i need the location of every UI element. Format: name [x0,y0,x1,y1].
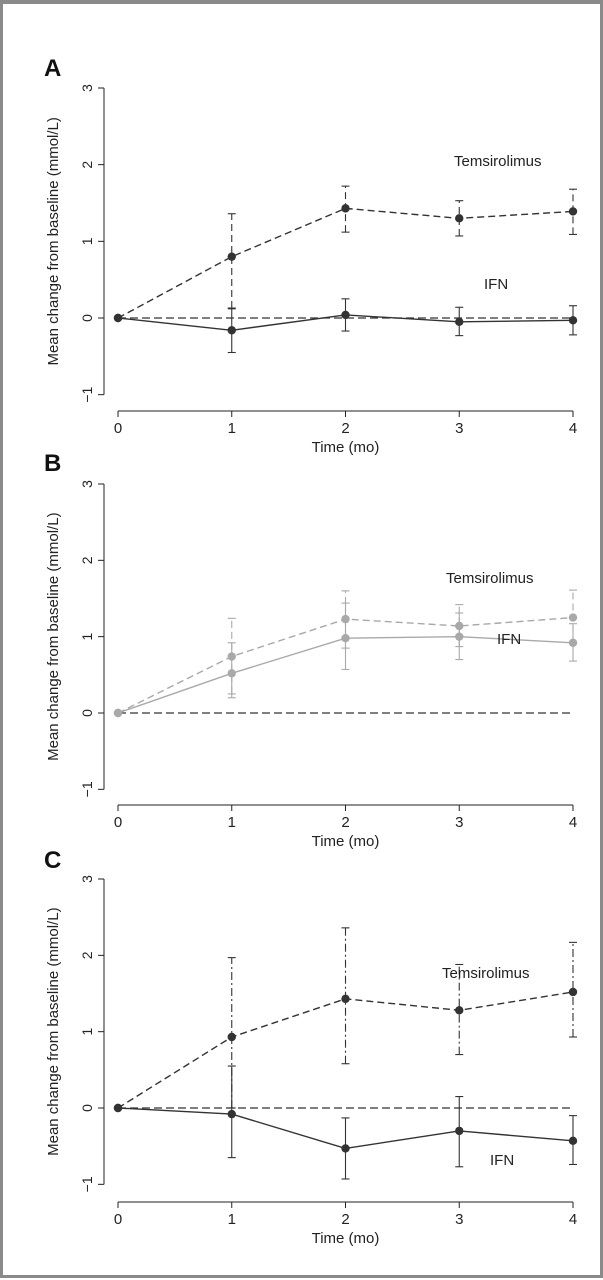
x-axis-label: Time (mo) [312,833,380,850]
x-axis-label: Time (mo) [312,439,380,456]
y-tick-label: 1 [79,1028,95,1036]
x-tick-label: 1 [228,420,236,437]
series-label: Temsirolimus [442,965,530,982]
y-tick-label: 0 [79,709,95,717]
data-point [341,633,350,643]
x-axis-label: Time (mo) [312,1230,380,1247]
y-tick-label: 3 [79,875,95,883]
data-point [113,1103,123,1113]
data-point [568,207,578,216]
series-ifn [113,602,578,718]
data-point [113,313,123,323]
panel-letter: C [44,847,61,874]
panel-letter: B [44,450,61,477]
data-point [341,1144,350,1153]
x-tick-label: 2 [341,420,349,437]
y-tick-label: 1 [79,237,95,245]
data-point [455,214,464,223]
x-tick-label: 2 [341,814,349,831]
chart-panel-b: B −1 0 1 2 3 Mean change from baseline (mmol/L… [44,450,578,850]
data-point [341,204,350,213]
series-ifn [113,1065,578,1180]
y-tick-label: 0 [79,1104,95,1112]
x-tick-label: 3 [455,814,463,831]
y-tick-label: 0 [79,314,95,322]
x-tick-label: 4 [569,814,577,831]
series-label: Temsirolimus [446,570,534,587]
data-point [568,1136,578,1146]
y-tick-label: −1 [79,1176,95,1192]
y-tick-label: −1 [79,386,95,402]
chart-panel-a: A −1 0 1 2 3 Mean change from baseline (mmol/L… [44,55,578,456]
data-point [455,632,464,641]
x-tick-label: 0 [114,1211,122,1228]
y-axis-label: Mean change from baseline (mmol/L) [45,512,62,760]
data-point [113,708,123,718]
data-point [227,326,236,335]
data-point [455,1006,464,1015]
series-label: IFN [497,631,521,648]
x-tick-label: 4 [569,1211,577,1228]
data-point [568,638,578,647]
data-point [227,669,236,678]
series-label: IFN [484,276,508,293]
x-tick-label: 1 [228,814,236,831]
series-label: IFN [490,1152,514,1169]
y-tick-label: −1 [79,781,95,797]
y-axis-label: Mean change from baseline (mmol/L) [45,117,62,365]
x-tick-label: 3 [455,1211,463,1228]
x-tick-label: 2 [341,1211,349,1228]
data-point [227,1109,236,1119]
panel-letter: A [44,55,61,82]
series-label: Temsirolimus [454,153,542,170]
figure-canvas: A −1 0 1 2 3 Mean change from baseline (mmol/L… [44,55,578,1247]
x-tick-label: 0 [114,420,122,437]
data-point [455,317,464,327]
series-ifn [113,298,578,354]
x-tick-label: 3 [455,420,463,437]
y-tick-label: 3 [79,84,95,92]
data-point [455,1126,464,1136]
series-temsirolimus [113,927,578,1113]
y-axis-label: Mean change from baseline (mmol/L) [45,907,62,1155]
x-tick-label: 0 [114,814,122,831]
x-tick-label: 1 [228,1211,236,1228]
data-point [341,310,350,320]
data-point [568,316,578,325]
x-tick-label: 4 [569,420,577,437]
y-tick-label: 2 [79,556,95,564]
data-point [227,252,236,261]
y-tick-label: 3 [79,480,95,488]
data-point [568,987,578,997]
y-tick-label: 2 [79,161,95,169]
y-tick-label: 1 [79,633,95,641]
chart-panel-c: C −1 0 1 2 3 Mean change from baseline (mmol/L… [44,847,578,1247]
data-point [568,613,578,622]
y-tick-label: 2 [79,951,95,959]
data-point [341,994,350,1004]
data-point [227,1032,236,1042]
